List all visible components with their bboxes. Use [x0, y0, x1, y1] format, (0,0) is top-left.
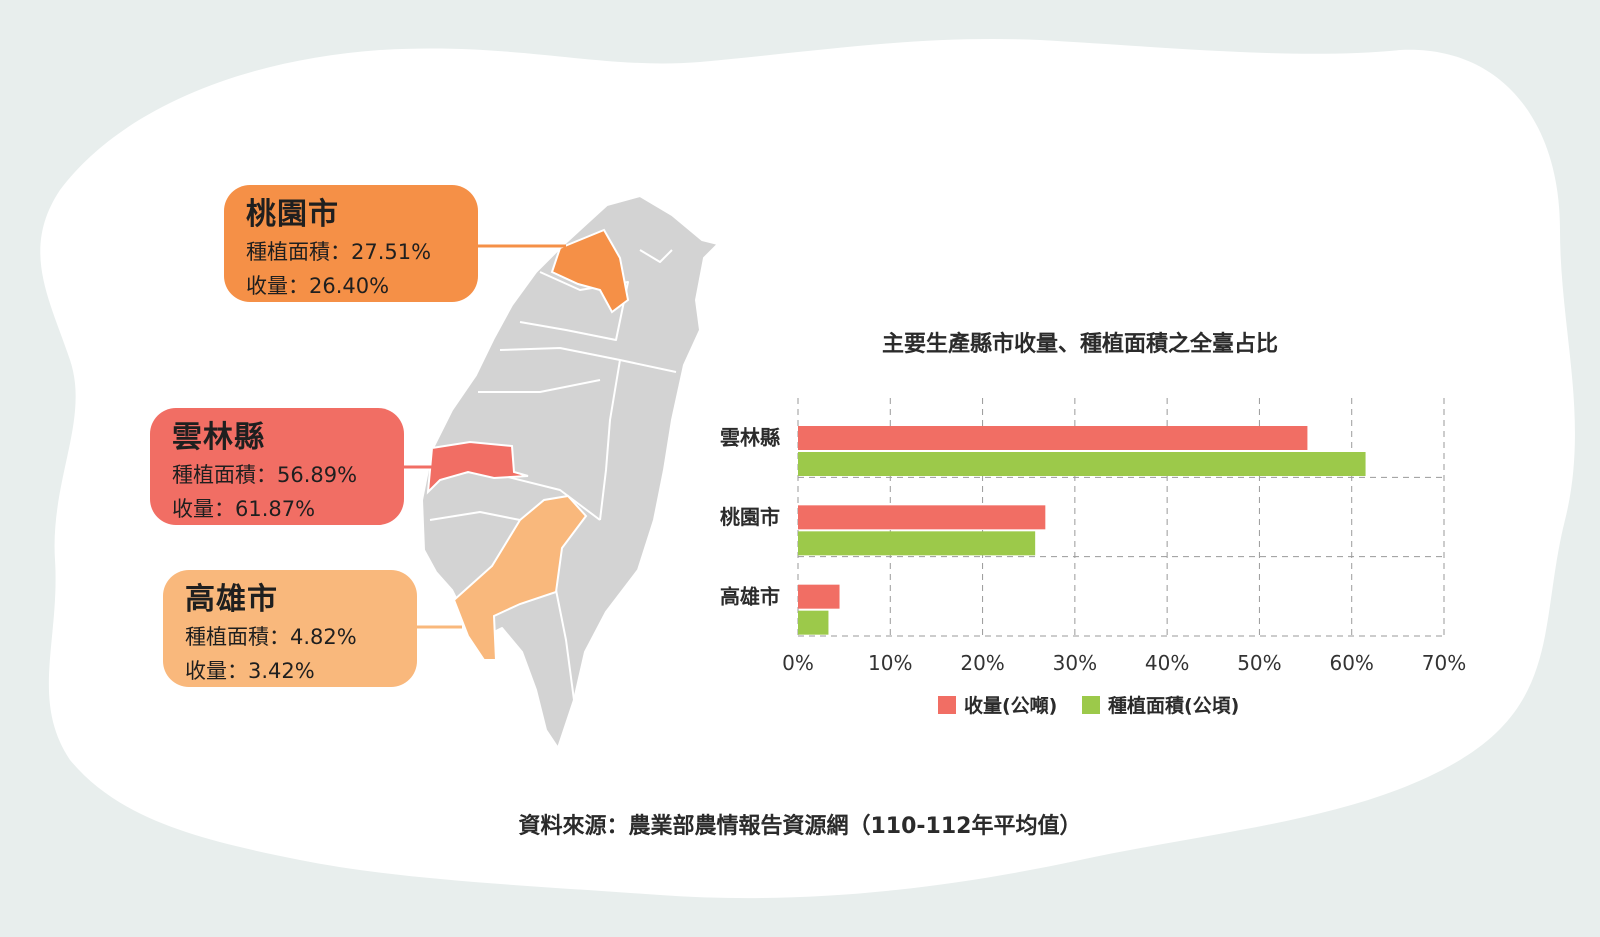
- x-tick-label: 30%: [1053, 651, 1097, 675]
- callout-name: 高雄市: [185, 582, 278, 617]
- x-tick-label: 0%: [782, 651, 814, 675]
- callout-yield: 收量：26.40%: [246, 274, 390, 298]
- legend-label: 收量(公噸): [964, 694, 1057, 717]
- callout-taoyuan: 桃園市 種植面積：27.51% 收量：26.40%: [224, 185, 478, 302]
- bar-area: [798, 452, 1366, 476]
- x-tick-label: 20%: [960, 651, 1004, 675]
- map-taoyuan: [550, 228, 630, 314]
- chart-title: 主要生產縣市收量、種植面積之全臺占比: [881, 332, 1278, 357]
- bar-yield: [798, 505, 1046, 530]
- bar-area: [798, 531, 1036, 556]
- legend-label: 種植面積(公頃): [1108, 694, 1239, 717]
- map-kaohsiung: [452, 494, 588, 661]
- callout-name: 桃園市: [246, 197, 339, 232]
- map-yunlin: [426, 440, 529, 495]
- source-note: 資料來源：農業部農情報告資源網（110-112年平均值）: [518, 814, 1082, 839]
- bar-area: [798, 610, 829, 635]
- category-label: 桃園市: [720, 505, 780, 529]
- bar-yield: [798, 426, 1308, 450]
- callout-name: 雲林縣: [172, 420, 265, 455]
- callout-area: 種植面積：4.82%: [185, 625, 357, 649]
- callout-yield: 收量：3.42%: [185, 659, 315, 683]
- legend-swatch: [938, 696, 956, 714]
- legend-swatch: [1082, 696, 1100, 714]
- callout-area: 種植面積：27.51%: [246, 240, 432, 264]
- x-tick-label: 50%: [1237, 651, 1281, 675]
- category-label: 高雄市: [720, 584, 780, 608]
- x-tick-label: 60%: [1329, 651, 1373, 675]
- callout-yield: 收量：61.87%: [172, 497, 316, 521]
- x-tick-label: 40%: [1145, 651, 1189, 675]
- x-tick-label: 10%: [868, 651, 912, 675]
- callout-yunlin: 雲林縣 種植面積：56.89% 收量：61.87%: [150, 408, 404, 525]
- callout-kaohsiung: 高雄市 種植面積：4.82% 收量：3.42%: [163, 570, 417, 687]
- bar-yield: [798, 584, 840, 609]
- category-label: 雲林縣: [720, 426, 780, 450]
- callout-area: 種植面積：56.89%: [172, 463, 358, 487]
- x-tick-label: 70%: [1422, 651, 1466, 675]
